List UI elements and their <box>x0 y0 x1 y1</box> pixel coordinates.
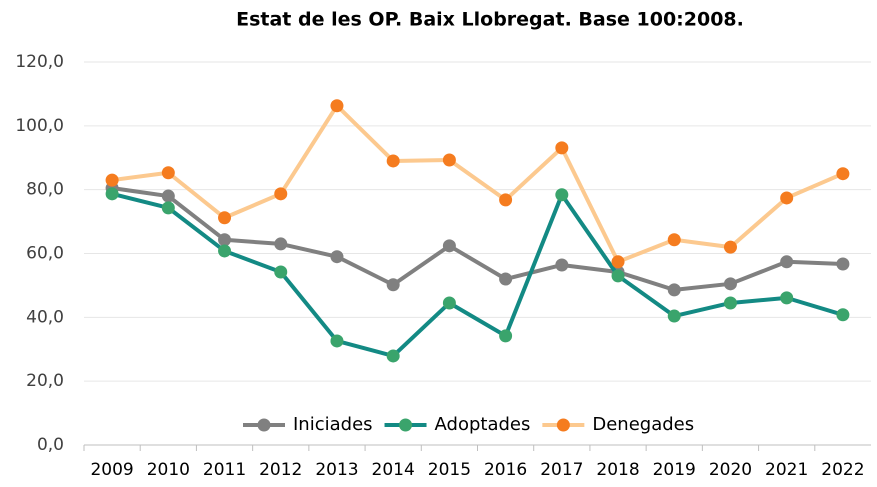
marker <box>499 193 513 207</box>
y-tick-label: 100,0 <box>15 116 64 136</box>
marker <box>611 269 625 283</box>
marker <box>499 329 513 343</box>
marker <box>836 308 850 322</box>
x-tick-label: 2019 <box>653 460 696 480</box>
marker <box>723 240 737 254</box>
marker <box>555 188 569 202</box>
y-tick-label: 120,0 <box>15 52 64 72</box>
x-tick-label: 2016 <box>484 460 527 480</box>
marker <box>442 153 456 167</box>
x-tick-label: 2009 <box>90 460 133 480</box>
marker <box>723 277 737 291</box>
x-tick-label: 2015 <box>428 460 471 480</box>
series-line <box>111 186 843 292</box>
marker <box>386 349 400 363</box>
y-tick-label: 60,0 <box>26 244 64 264</box>
marker <box>161 166 175 180</box>
marker <box>105 173 119 187</box>
x-tick-label: 2021 <box>765 460 808 480</box>
marker <box>780 255 794 269</box>
marker <box>330 250 344 264</box>
x-tick-label: 2022 <box>821 460 864 480</box>
y-tick-label: 80,0 <box>26 180 64 200</box>
marker <box>611 255 625 269</box>
marker <box>386 154 400 168</box>
marker <box>780 191 794 205</box>
marker <box>723 296 737 310</box>
marker <box>218 211 232 225</box>
marker <box>330 99 344 113</box>
series-line <box>111 103 844 264</box>
marker <box>667 233 681 247</box>
marker <box>780 291 794 305</box>
x-tick-label: 2011 <box>203 460 246 480</box>
marker <box>218 244 232 258</box>
x-tick-label: 2010 <box>147 460 190 480</box>
x-tick-label: 2018 <box>596 460 639 480</box>
marker <box>555 141 569 155</box>
chart-title: Estat de les OP. Baix Llobregat. Base 10… <box>236 9 744 31</box>
legend-label: Denegades <box>592 414 694 435</box>
marker <box>499 272 513 286</box>
marker <box>442 296 456 310</box>
marker <box>667 283 681 297</box>
legend-label: Iniciades <box>293 414 373 435</box>
marker <box>386 278 400 292</box>
y-tick-label: 20,0 <box>26 371 64 391</box>
marker <box>667 309 681 323</box>
marker <box>105 187 119 201</box>
x-tick-label: 2013 <box>315 460 358 480</box>
legend-label: Adoptades <box>435 414 531 435</box>
x-tick-label: 2020 <box>709 460 752 480</box>
marker <box>274 265 288 279</box>
marker <box>274 237 288 251</box>
marker <box>218 233 232 247</box>
x-tick-label: 2012 <box>259 460 302 480</box>
legend-marker <box>257 418 271 432</box>
marker <box>836 167 850 181</box>
legend-marker <box>399 418 413 432</box>
y-tick-label: 40,0 <box>26 307 64 327</box>
x-tick-label: 2014 <box>372 460 415 480</box>
marker <box>161 201 175 215</box>
marker <box>274 187 288 201</box>
marker <box>555 258 569 272</box>
y-tick-label: 0,0 <box>37 435 64 455</box>
x-tick-label: 2017 <box>540 460 583 480</box>
marker <box>836 257 850 271</box>
marker <box>161 189 175 203</box>
marker <box>442 239 456 253</box>
legend-marker <box>556 418 570 432</box>
marker <box>330 334 344 348</box>
series-line <box>111 191 844 358</box>
